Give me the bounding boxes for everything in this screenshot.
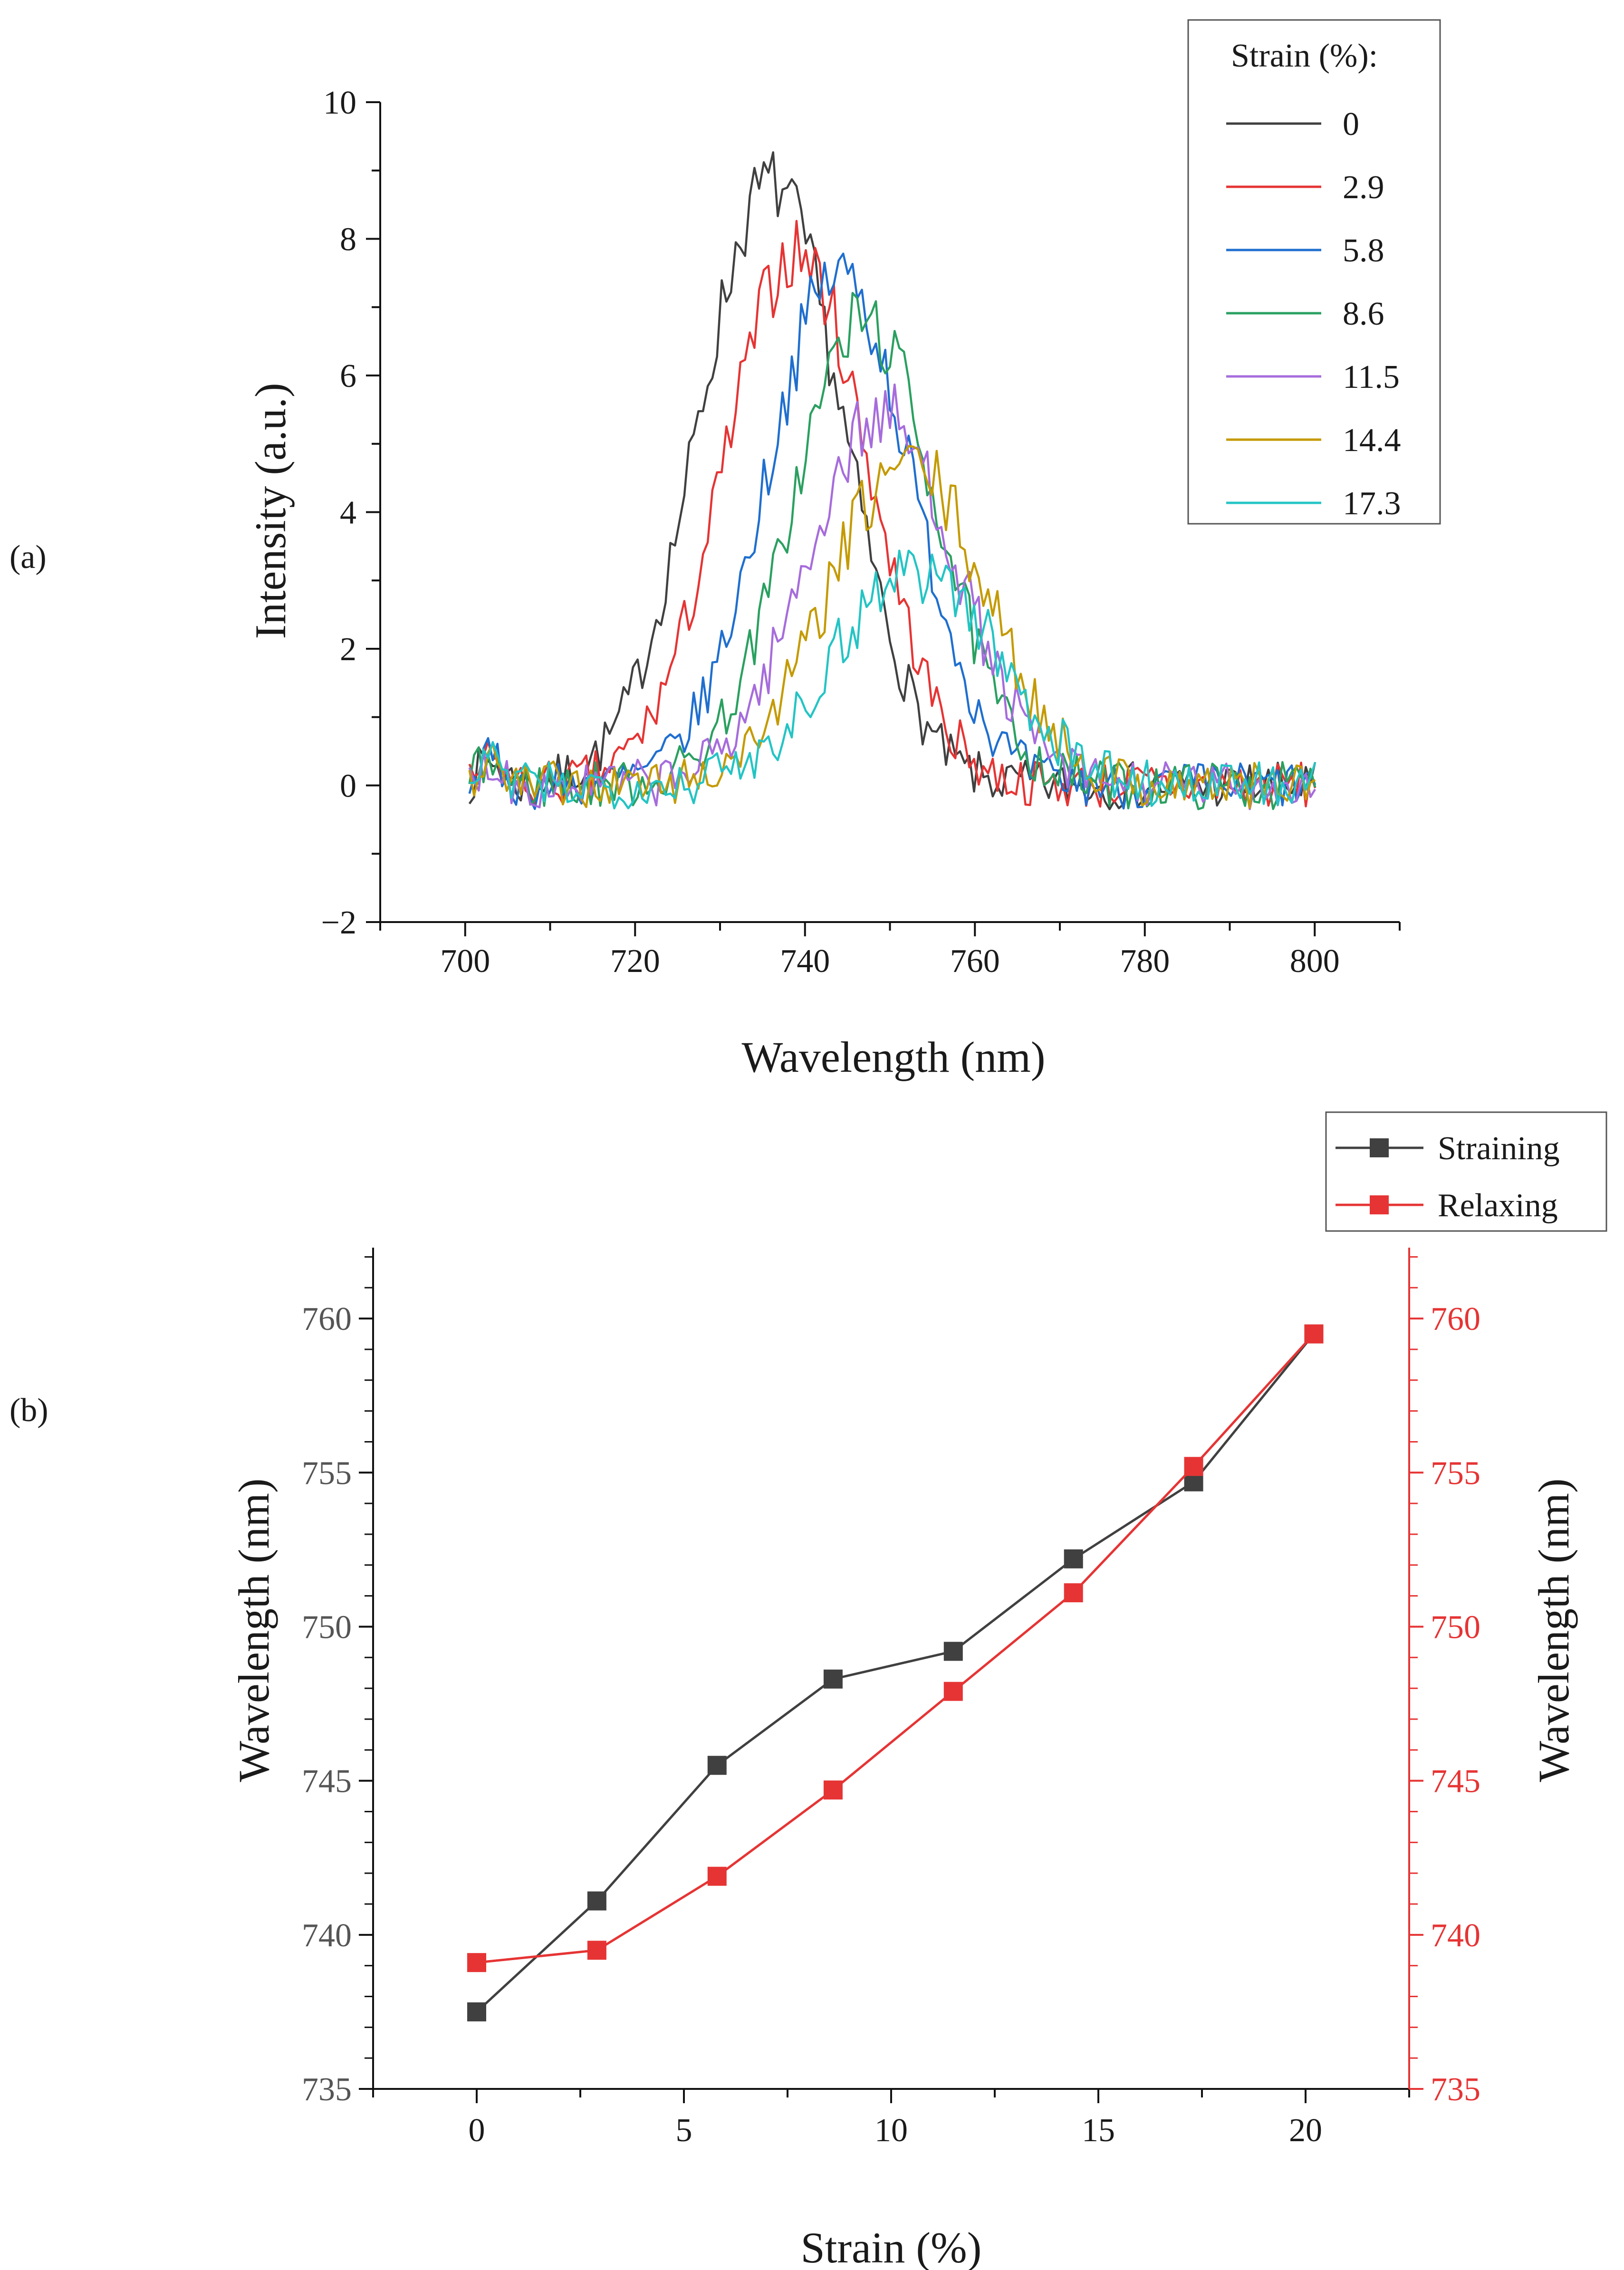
x-tick-label-b: 10	[874, 2112, 908, 2149]
x-tick-label-b: 0	[469, 2112, 485, 2149]
y-tick-label-a: 0	[340, 768, 356, 805]
spectrum-line-17-3	[469, 549, 1316, 810]
spectra-chart: (a) 700 720 740 760 780 800 −2 0 2 4 6 8 10 Waveleng…	[10, 19, 1441, 1081]
marker-straining	[467, 2002, 486, 2021]
y-tick-label-left-b: 760	[302, 1301, 352, 1337]
y-tick-label-a: −2	[321, 904, 356, 941]
y-tick-label-right-b: 735	[1431, 2071, 1480, 2108]
y-tick-label-right-b: 740	[1431, 1917, 1480, 1954]
legend-title-a: Strain (%):	[1231, 38, 1378, 74]
panel-label-a: (a)	[10, 539, 47, 576]
y-tick-label-a: 6	[340, 358, 356, 394]
legend-label-a: 17.3	[1343, 485, 1401, 522]
peak-shift-legend: Straining Relaxing	[1325, 1111, 1607, 1232]
marker-relaxing	[943, 1682, 963, 1701]
x-tick-label-b: 5	[676, 2112, 692, 2149]
marker-straining	[943, 1642, 963, 1661]
y-tick-label-left-b: 755	[302, 1455, 352, 1491]
legend-label-b: Straining	[1438, 1130, 1560, 1167]
y-axis-title-right-b: Wavelength (nm)	[1529, 1479, 1578, 1782]
spectra-legend: Strain (%): 0 2.9 5.8 8.6 11.5 14.4 17.3	[1187, 19, 1441, 525]
y-tick-label-left-b: 740	[302, 1917, 352, 1954]
marker-relaxing	[467, 1953, 486, 1972]
legend-label-a: 14.4	[1343, 422, 1401, 459]
marker-relaxing	[1064, 1583, 1083, 1603]
spectra-axes: 700 720 740 760 780 800 −2 0 2 4 6 8 10	[321, 85, 1401, 980]
x-tick-label-a: 740	[780, 943, 830, 980]
marker-straining	[823, 1669, 843, 1689]
spectrum-line-8-6	[468, 292, 1316, 810]
spectrum-line-14-4	[468, 445, 1316, 809]
legend-label-b: Relaxing	[1438, 1187, 1558, 1224]
legend-label-a: 2.9	[1343, 169, 1384, 206]
x-tick-label-b: 20	[1289, 2112, 1322, 2149]
y-tick-label-left-b: 745	[302, 1763, 352, 1800]
y-tick-label-a: 4	[340, 495, 356, 531]
y-tick-label-right-b: 760	[1431, 1301, 1480, 1337]
peak-shift-axes: 0 5 10 15 20 735 735 740 740 745 745 750 750 755 755 76…	[302, 1248, 1480, 2149]
x-tick-label-a: 700	[440, 943, 490, 980]
spectra-plot-area	[468, 151, 1316, 810]
x-axis-title-a: Wavelength (nm)	[742, 1033, 1046, 1081]
y-tick-label-a: 2	[340, 631, 356, 668]
marker-relaxing	[587, 1941, 606, 1960]
y-axis-title-left-b: Wavelength (nm)	[230, 1479, 278, 1782]
x-tick-label-a: 760	[950, 943, 1000, 980]
marker-straining	[1064, 1549, 1083, 1568]
y-tick-label-right-b: 750	[1431, 1609, 1480, 1645]
legend-label-a: 11.5	[1343, 359, 1400, 395]
y-axis-title-a: Intensity (a.u.)	[246, 383, 295, 639]
marker-straining	[587, 1891, 606, 1911]
legend-label-a: 8.6	[1343, 296, 1384, 332]
y-tick-label-right-b: 745	[1431, 1763, 1480, 1800]
legend-label-a: 5.8	[1343, 232, 1384, 269]
marker-straining	[707, 1756, 727, 1775]
x-tick-label-a: 780	[1120, 943, 1170, 980]
marker-relaxing	[707, 1866, 727, 1886]
series-line-straining	[476, 1333, 1315, 2013]
y-tick-label-a: 8	[340, 221, 356, 258]
marker-relaxing	[1304, 1324, 1324, 1344]
x-tick-label-a: 720	[610, 943, 660, 980]
y-tick-label-a: 10	[323, 85, 356, 121]
x-tick-label-b: 15	[1082, 2112, 1115, 2149]
y-tick-label-right-b: 755	[1431, 1455, 1480, 1491]
legend-frame-a	[1187, 19, 1441, 525]
x-axis-title-b: Strain (%)	[801, 2223, 982, 2270]
marker-relaxing	[1184, 1457, 1203, 1476]
y-tick-label-left-b: 735	[302, 2071, 352, 2108]
panel-label-b: (b)	[10, 1392, 48, 1429]
y-tick-label-left-b: 750	[302, 1609, 352, 1645]
legend-marker-b	[1370, 1138, 1389, 1157]
x-tick-label-a: 800	[1290, 943, 1340, 980]
peak-shift-chart: (b) 0 5 10 15 20 735 735 740 740 745 745 750 750 755 7…	[10, 1111, 1607, 2270]
marker-relaxing	[823, 1780, 843, 1800]
peak-shift-plot-area	[467, 1324, 1324, 2021]
legend-marker-b	[1370, 1195, 1389, 1214]
series-line-relaxing	[476, 1333, 1315, 1964]
legend-label-a: 0	[1343, 106, 1359, 143]
